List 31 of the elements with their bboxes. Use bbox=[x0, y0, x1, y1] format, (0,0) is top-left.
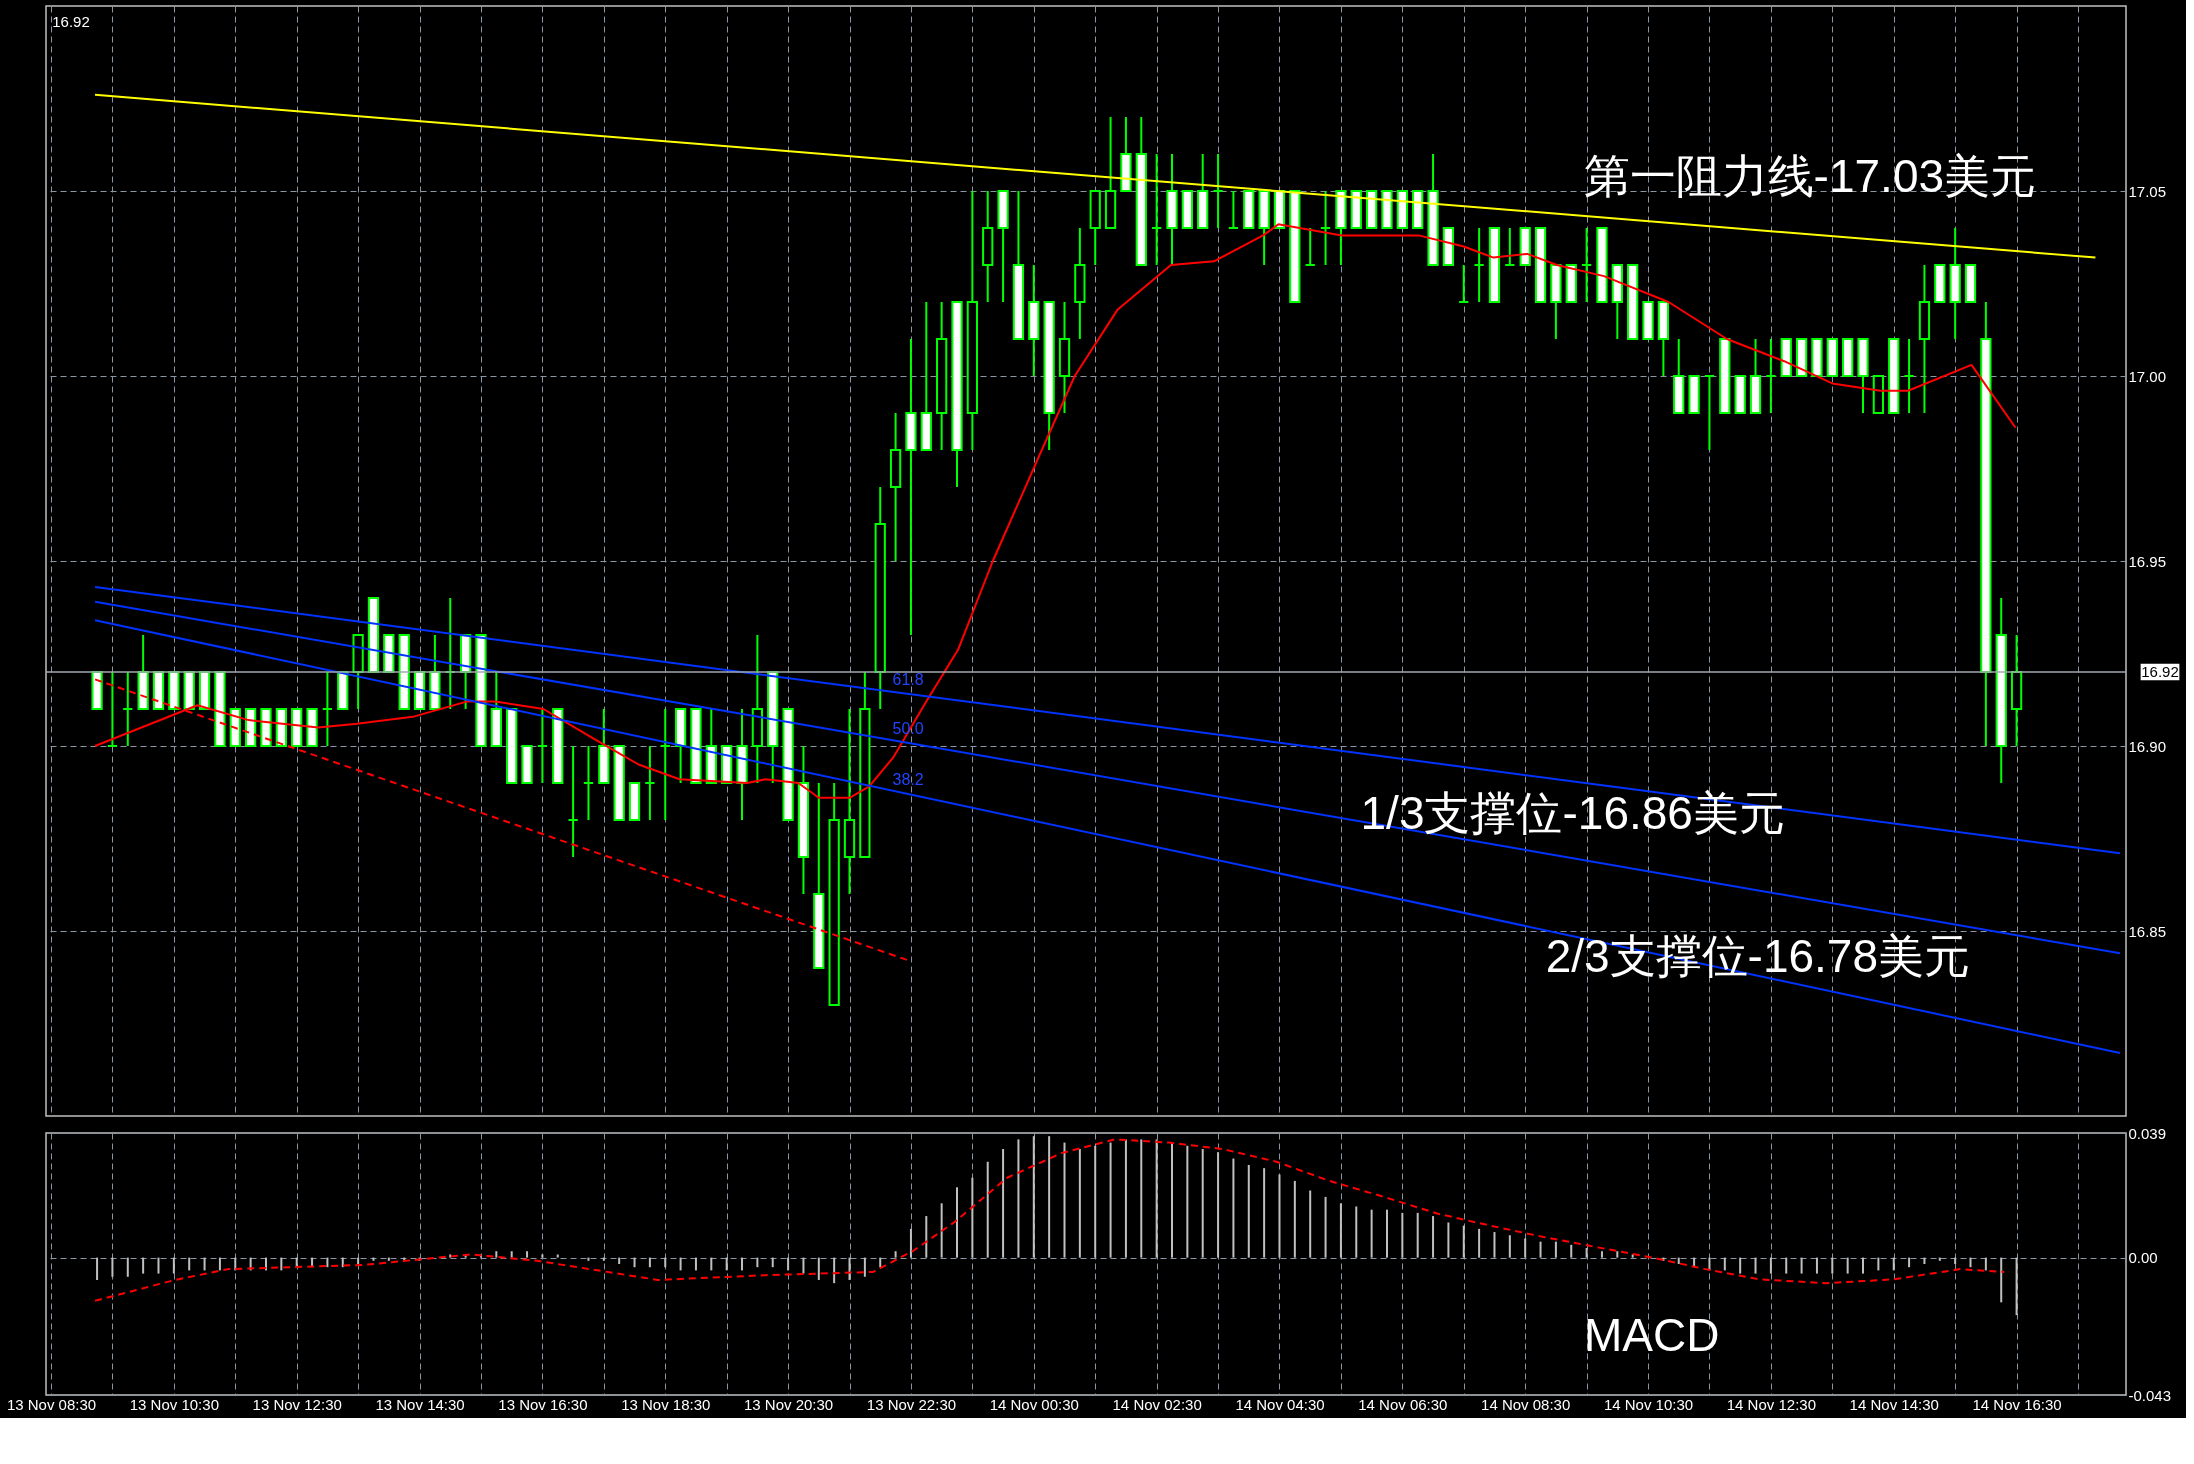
x-tick-label: 14 Nov 16:30 bbox=[1972, 1395, 2062, 1413]
y-tick-label: 0.039 bbox=[2128, 1124, 2167, 1142]
x-tick-label: 13 Nov 10:30 bbox=[129, 1395, 219, 1413]
y-tick-label: 16.90 bbox=[2128, 737, 2167, 755]
x-tick-label: 13 Nov 12:30 bbox=[252, 1395, 342, 1413]
annotation: MACD bbox=[1584, 1309, 1720, 1362]
annotation: 16.92 bbox=[52, 12, 90, 30]
x-tick-label: 13 Nov 08:30 bbox=[6, 1395, 97, 1413]
x-tick-label: 14 Nov 02:30 bbox=[1112, 1395, 1202, 1413]
x-tick-label: 14 Nov 04:30 bbox=[1235, 1395, 1325, 1413]
x-tick-label: 14 Nov 14:30 bbox=[1849, 1395, 1939, 1413]
annotation: 38.2 bbox=[892, 770, 924, 788]
y-tick-label: -0.043 bbox=[2128, 1386, 2172, 1404]
x-tick-label: 14 Nov 06:30 bbox=[1358, 1395, 1448, 1413]
x-tick-label: 14 Nov 10:30 bbox=[1603, 1395, 1694, 1413]
y-tick-label: 16.85 bbox=[2128, 922, 2167, 940]
ref-line-label: 16.92 bbox=[2141, 663, 2179, 680]
annotation: 61.8 bbox=[892, 670, 924, 688]
x-tick-label: 14 Nov 08:30 bbox=[1481, 1395, 1571, 1413]
y-tick-label: 16.95 bbox=[2128, 552, 2167, 570]
x-tick-label: 13 Nov 20:30 bbox=[743, 1395, 834, 1413]
x-tick-label: 13 Nov 18:30 bbox=[621, 1395, 711, 1413]
y-tick-label: 0.00 bbox=[2128, 1249, 2158, 1267]
x-tick-label: 14 Nov 00:30 bbox=[989, 1395, 1079, 1413]
x-tick-label: 13 Nov 22:30 bbox=[866, 1395, 957, 1413]
x-tick-label: 14 Nov 12:30 bbox=[1726, 1395, 1816, 1413]
y-tick-label: 17.00 bbox=[2128, 367, 2167, 385]
x-tick-label: 13 Nov 14:30 bbox=[375, 1395, 465, 1413]
annotation: 第一阻力线-17.03美元 bbox=[1583, 150, 2037, 203]
x-tick-label: 13 Nov 16:30 bbox=[498, 1395, 588, 1413]
y-tick-label: 17.05 bbox=[2128, 182, 2167, 200]
